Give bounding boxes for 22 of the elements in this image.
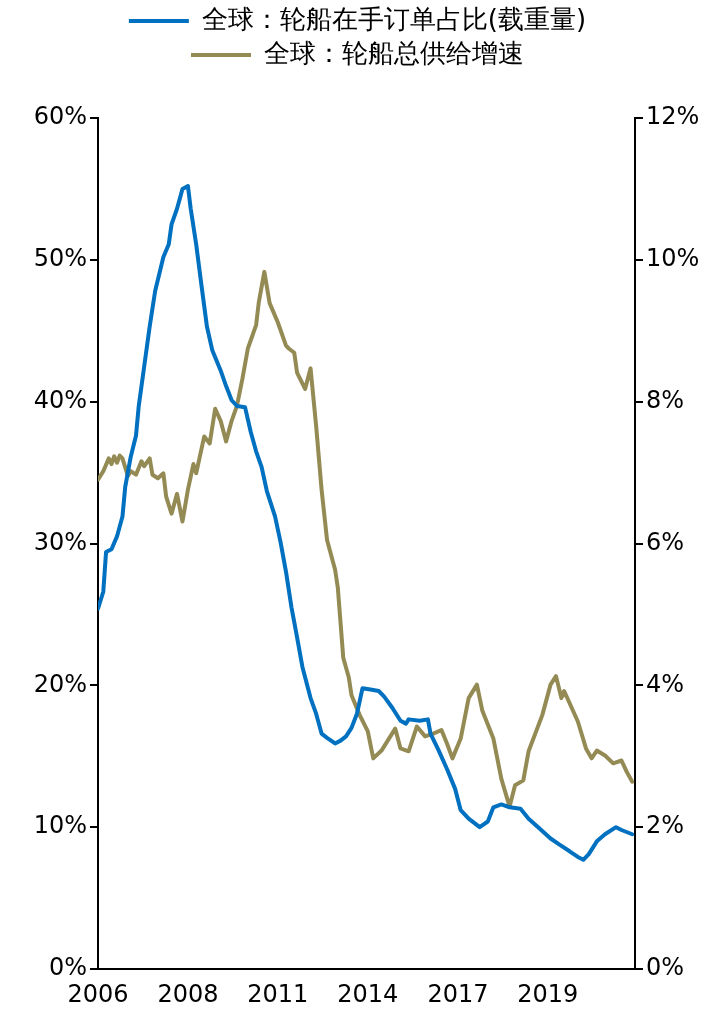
y2-tick-label: 8% [646,385,685,414]
y2-tick-label: 12% [646,102,700,131]
x-tick-label: 2008 [157,979,219,1008]
x-tick-label: 2019 [517,979,579,1008]
y2-tick-label: 2% [646,811,685,840]
y2-tick-label: 10% [646,244,700,273]
legend-label: 全球：轮船总供给增速 [264,37,524,68]
x-tick-label: 2017 [427,979,489,1008]
legend-label: 全球：轮船在手订单占比(载重量) [201,3,587,34]
y2-tick-label: 4% [646,669,685,698]
y-tick-label: 40% [33,385,87,414]
y-tick-label: 60% [33,102,87,131]
y-tick-label: 20% [33,669,87,698]
x-tick-label: 2006 [67,979,129,1008]
x-tick-label: 2014 [337,979,399,1008]
y-tick-label: 30% [33,527,87,556]
y2-tick-label: 0% [646,953,685,982]
y-tick-label: 10% [33,811,87,840]
x-tick-label: 2011 [247,979,309,1008]
y2-tick-label: 6% [646,527,685,556]
y-tick-label: 50% [33,244,87,273]
y-tick-label: 0% [48,953,87,982]
